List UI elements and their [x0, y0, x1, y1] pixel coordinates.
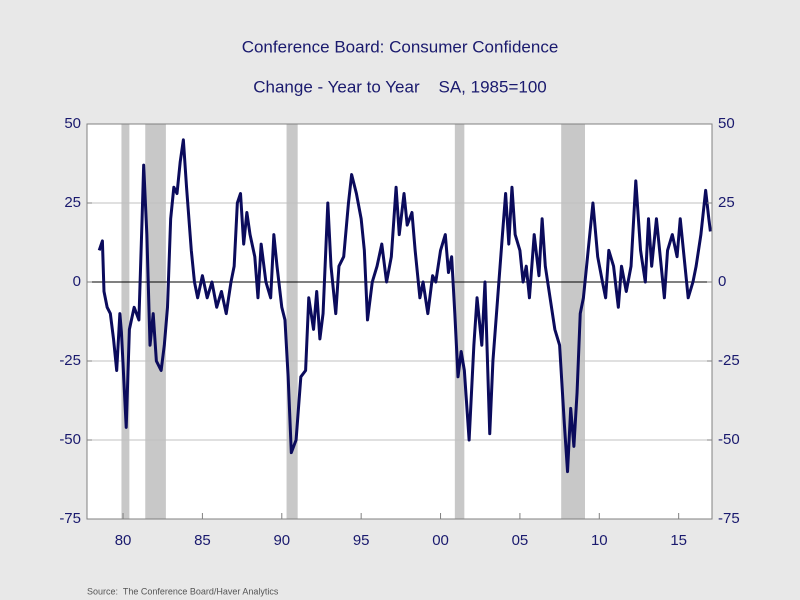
- x-tick-label: 05: [512, 532, 529, 549]
- x-tick-label: 10: [591, 532, 608, 549]
- source-note: Source: The Conference Board/Haver Analy…: [87, 586, 279, 596]
- x-tick-label: 95: [353, 532, 370, 549]
- y2-tick-label: 0: [718, 273, 726, 290]
- y2-tick-label: -50: [718, 431, 740, 448]
- y2-tick-label: 50: [718, 115, 735, 132]
- x-tick-label: 15: [670, 532, 687, 549]
- shaded-period: [145, 124, 166, 519]
- y-tick-label: -50: [59, 431, 81, 448]
- y-tick-label: -75: [59, 510, 81, 527]
- y-tick-label: 0: [73, 273, 81, 290]
- shaded-period: [561, 124, 585, 519]
- chart-title: Conference Board: Consumer Confidence: [242, 37, 559, 56]
- y2-tick-label: 25: [718, 194, 735, 211]
- y-tick-label: 25: [64, 194, 81, 211]
- x-tick-label: 85: [194, 532, 211, 549]
- plot-area: [87, 124, 712, 519]
- shaded-period: [454, 124, 465, 519]
- shaded-period: [286, 124, 298, 519]
- x-tick-label: 90: [273, 532, 290, 549]
- data-line: [97, 138, 712, 474]
- y2-tick-label: -25: [718, 352, 740, 369]
- x-tick-label: 80: [115, 532, 132, 549]
- y-tick-label: 50: [64, 115, 81, 132]
- chart-subtitle: Change - Year to Year SA, 1985=100: [253, 77, 547, 96]
- shaded-period: [121, 124, 130, 519]
- x-tick-label: 00: [432, 532, 449, 549]
- plot-frame: [86, 123, 713, 520]
- y-tick-label: -25: [59, 352, 81, 369]
- y2-tick-label: -75: [718, 510, 740, 527]
